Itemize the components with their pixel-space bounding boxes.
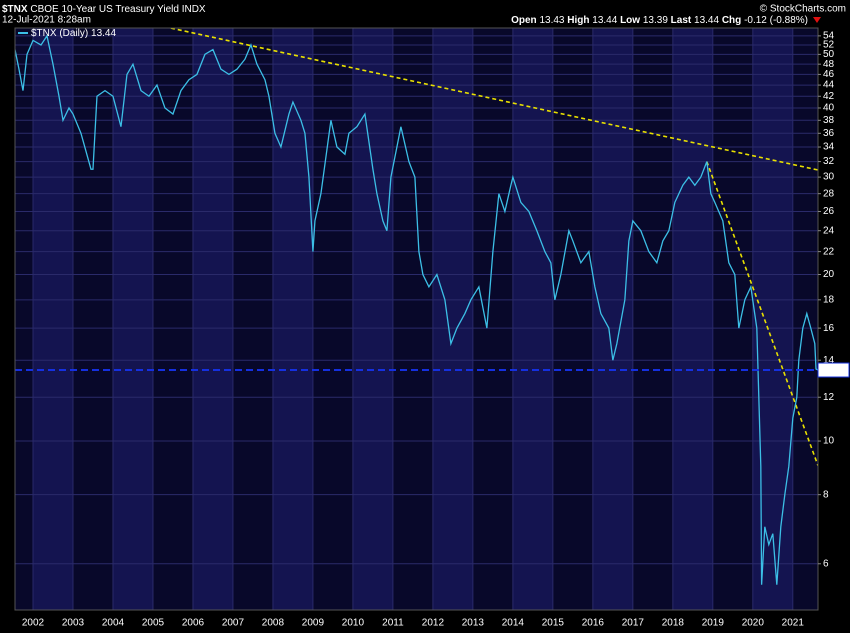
year-band [112, 28, 153, 610]
quote-label: Last [671, 15, 692, 26]
x-tick-label: 2014 [502, 618, 525, 629]
x-tick-label: 2010 [342, 618, 365, 629]
year-band [752, 28, 793, 610]
y-tick-label: 54 [823, 31, 835, 42]
timestamp: 12-Jul-2021 8:28am [2, 15, 91, 26]
plot-frame [14, 27, 819, 611]
last-value-box [817, 362, 850, 378]
quote-label: High [567, 15, 589, 26]
quote: Open 13.43 High 13.44 Low 13.39 Last 13.… [511, 15, 808, 26]
x-tick-label: 2002 [22, 618, 45, 629]
y-tick-label: 52 [823, 40, 835, 51]
quote-label: Chg [722, 15, 741, 26]
y-tick-label: 10 [823, 436, 835, 447]
quote-value: 13.43 [539, 15, 564, 26]
x-tick-label: 2003 [62, 618, 85, 629]
y-tick-label: 12 [823, 392, 835, 403]
x-tick-label: 2019 [702, 618, 725, 629]
y-tick-label: 16 [823, 323, 835, 334]
legend-value: 13.44 [91, 28, 116, 39]
down-arrow [813, 17, 821, 23]
y-tick-label: 26 [823, 206, 835, 217]
y-tick-label: 50 [823, 49, 835, 60]
y-tick-label: 28 [823, 188, 835, 199]
y-tick-label: 30 [823, 172, 835, 183]
x-tick-label: 2007 [222, 618, 245, 629]
symbol: $TNX [2, 4, 28, 15]
y-tick-label: 20 [823, 269, 835, 280]
x-tick-label: 2016 [582, 618, 605, 629]
year-band [352, 28, 393, 610]
y-tick-label: 32 [823, 156, 835, 167]
year-band [592, 28, 633, 610]
x-tick-label: 2012 [422, 618, 445, 629]
year-band [672, 28, 713, 610]
year-band [512, 28, 553, 610]
quote-label: Low [620, 15, 640, 26]
x-tick-label: 2015 [542, 618, 565, 629]
y-tick-label: 34 [823, 142, 835, 153]
price-line [15, 34, 818, 585]
x-tick-label: 2013 [462, 618, 485, 629]
trendline [166, 28, 818, 171]
year-band [32, 28, 73, 610]
chart-header: $TNX CBOE 10-Year US Treasury Yield INDX [2, 4, 206, 15]
legend: $TNX (Daily) 13.44 [31, 28, 116, 39]
y-tick-label: 44 [823, 80, 835, 91]
y-tick-label: 6 [823, 558, 829, 569]
y-tick-label: 24 [823, 225, 835, 236]
year-band [272, 28, 313, 610]
quote-label: Open [511, 15, 537, 26]
quote-value: 13.39 [643, 15, 668, 26]
x-tick-label: 2021 [782, 618, 805, 629]
y-tick-label: 46 [823, 69, 835, 80]
y-tick-label: 42 [823, 91, 835, 102]
quote-value: -0.12 [744, 15, 767, 26]
y-tick-label: 8 [823, 489, 829, 500]
last-value-label: 13.44 [821, 366, 846, 377]
y-tick-label: 22 [823, 246, 835, 257]
y-tick-label: 40 [823, 103, 835, 114]
quote-value: 13.44 [694, 15, 719, 26]
x-tick-label: 2009 [302, 618, 325, 629]
x-tick-label: 2008 [262, 618, 285, 629]
y-tick-label: 18 [823, 294, 835, 305]
x-tick-label: 2006 [182, 618, 205, 629]
year-band [432, 28, 473, 610]
change-pct: (-0.88%) [770, 15, 808, 26]
trendline [706, 161, 818, 466]
source: © StockCharts.com [760, 4, 846, 15]
y-tick-label: 48 [823, 59, 835, 70]
y-tick-label: 14 [823, 355, 835, 366]
x-tick-label: 2018 [662, 618, 685, 629]
chart-title: CBOE 10-Year US Treasury Yield INDX [30, 4, 206, 15]
y-tick-label: 38 [823, 115, 835, 126]
x-tick-label: 2011 [382, 618, 404, 629]
quote-value: 13.44 [592, 15, 617, 26]
legend-name: $TNX (Daily) [31, 28, 88, 39]
year-band [192, 28, 233, 610]
y-tick-label: 36 [823, 128, 835, 139]
x-tick-label: 2020 [742, 618, 765, 629]
x-tick-label: 2017 [622, 618, 645, 629]
x-tick-label: 2004 [102, 618, 125, 629]
x-tick-label: 2005 [142, 618, 165, 629]
